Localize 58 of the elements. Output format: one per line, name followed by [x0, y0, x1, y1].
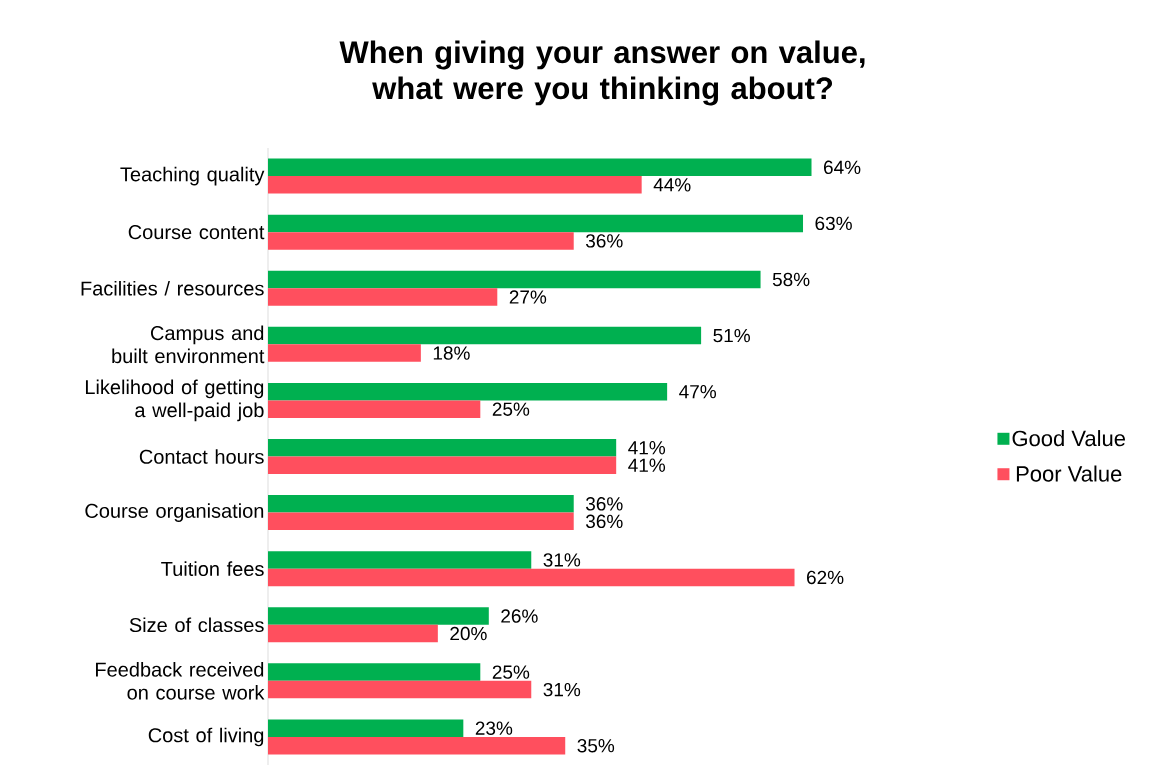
data-label: 36% — [585, 514, 623, 529]
bar — [268, 607, 489, 625]
data-label: 63% — [815, 216, 852, 231]
legend-label: Poor Value — [1016, 465, 1122, 482]
bar — [268, 624, 438, 643]
y-tick-label: Likelihood of getting a well-paid job — [85, 379, 264, 422]
y-tick-label: Teaching quality — [120, 166, 265, 186]
bar — [268, 512, 574, 531]
data-label: 64% — [824, 160, 861, 175]
data-label: 20% — [450, 626, 487, 641]
bar — [268, 719, 464, 737]
data-label: 27% — [509, 290, 547, 304]
y-tick-label: Size of classes — [129, 617, 264, 633]
data-label: 47% — [679, 385, 717, 399]
y-tick-label: Course content — [128, 225, 265, 240]
y-tick-label: Feedback received on course work — [96, 662, 265, 700]
data-label: 35% — [577, 738, 615, 753]
bar — [268, 456, 617, 475]
bar — [268, 736, 566, 755]
bar — [268, 495, 574, 513]
bar — [268, 270, 761, 289]
data-label: 31% — [543, 682, 581, 697]
bar — [268, 326, 702, 345]
data-label: 41% — [628, 458, 666, 472]
data-label: 41% — [628, 441, 666, 455]
bar — [268, 680, 532, 699]
bar — [268, 568, 795, 587]
y-tick-label: Tuition fees — [161, 561, 264, 577]
y-tick-label: Course organisation — [85, 503, 264, 522]
bar — [268, 663, 481, 681]
data-label: 18% — [433, 346, 470, 360]
bar — [268, 400, 481, 418]
data-label: 36% — [585, 497, 623, 511]
y-tick-label: Campus and built environment — [112, 325, 265, 364]
legend-label: Good Value — [1012, 430, 1126, 447]
y-tick-label: Facilities / resources — [81, 280, 264, 296]
bar — [268, 214, 804, 233]
bar — [268, 158, 812, 177]
data-label: 26% — [501, 609, 538, 623]
data-label: 25% — [492, 665, 530, 679]
data-label: 58% — [772, 272, 810, 287]
bar — [268, 288, 498, 306]
bar — [268, 344, 421, 362]
data-label: 31% — [543, 553, 581, 567]
data-label: 44% — [653, 178, 691, 192]
data-label: 51% — [713, 328, 750, 343]
chart-title: When giving your answer on value, what were you thinking about? — [339, 40, 865, 106]
data-label: 36% — [585, 234, 623, 248]
data-label: 23% — [475, 721, 513, 735]
data-label: 62% — [807, 570, 844, 585]
bar — [268, 382, 668, 401]
data-label: 25% — [492, 402, 530, 416]
y-tick-label: Contact hours — [139, 449, 264, 464]
bar — [268, 439, 617, 457]
bar — [268, 551, 532, 569]
bar — [268, 176, 642, 194]
bar — [268, 232, 574, 250]
y-tick-label: Cost of living — [148, 727, 264, 747]
